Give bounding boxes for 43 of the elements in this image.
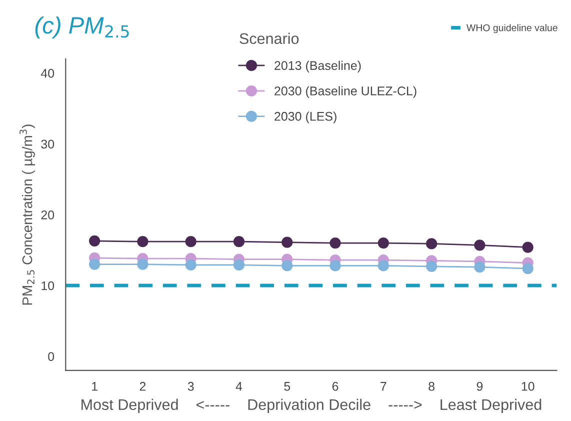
x-tick-label: 1 [92, 382, 98, 391]
x-tick-label: 4 [236, 382, 242, 391]
point [378, 260, 389, 272]
point [233, 259, 245, 271]
x-tick-label: 7 [380, 382, 386, 391]
x-tick-label: 10 [522, 382, 534, 391]
legend-label: 2013 (Baseline) [274, 60, 361, 72]
point [522, 242, 534, 253]
legend-label: WHO guideline value [466, 24, 558, 34]
x-tick-label: 6 [332, 382, 338, 391]
point [474, 240, 486, 251]
y-tick-label: 0 [48, 352, 54, 361]
x-tick-label: 5 [284, 382, 290, 391]
point [185, 236, 196, 248]
point [426, 238, 438, 250]
point [137, 258, 148, 270]
point [378, 237, 389, 249]
point [137, 236, 148, 248]
y-tick-label: 30 [41, 140, 54, 149]
point [88, 235, 100, 246]
chart-title: (c) PM$_{2.5}$ [35, 16, 129, 38]
point [522, 262, 534, 274]
point [474, 262, 486, 273]
y-tick-label: 20 [41, 210, 54, 220]
x-tick-label: 2 [140, 382, 146, 391]
x-axis-title: Most Deprived <----- Deprivation Decile -----> Least Deprived [82, 398, 542, 414]
x-tick-label: 9 [476, 382, 483, 391]
point [88, 258, 100, 270]
legend-title: Scenario [240, 32, 299, 44]
legend-label: 2030 (Baseline ULEZ-CL) [274, 86, 416, 98]
point [233, 236, 245, 248]
y-axis-title: PM$_{2.5}$ Concentration ( µg/m$^{3}$) [20, 124, 35, 305]
point [426, 260, 438, 272]
y-tick-label: 40 [40, 68, 54, 78]
point [282, 260, 293, 272]
x-tick-label: 8 [428, 382, 434, 391]
point [330, 237, 341, 249]
point [330, 260, 341, 272]
y-tick-label: 10 [42, 281, 54, 290]
point [282, 236, 293, 248]
legend-label: 2030 (LES) [274, 112, 336, 124]
point [185, 259, 196, 271]
x-tick-label: 3 [188, 382, 194, 391]
